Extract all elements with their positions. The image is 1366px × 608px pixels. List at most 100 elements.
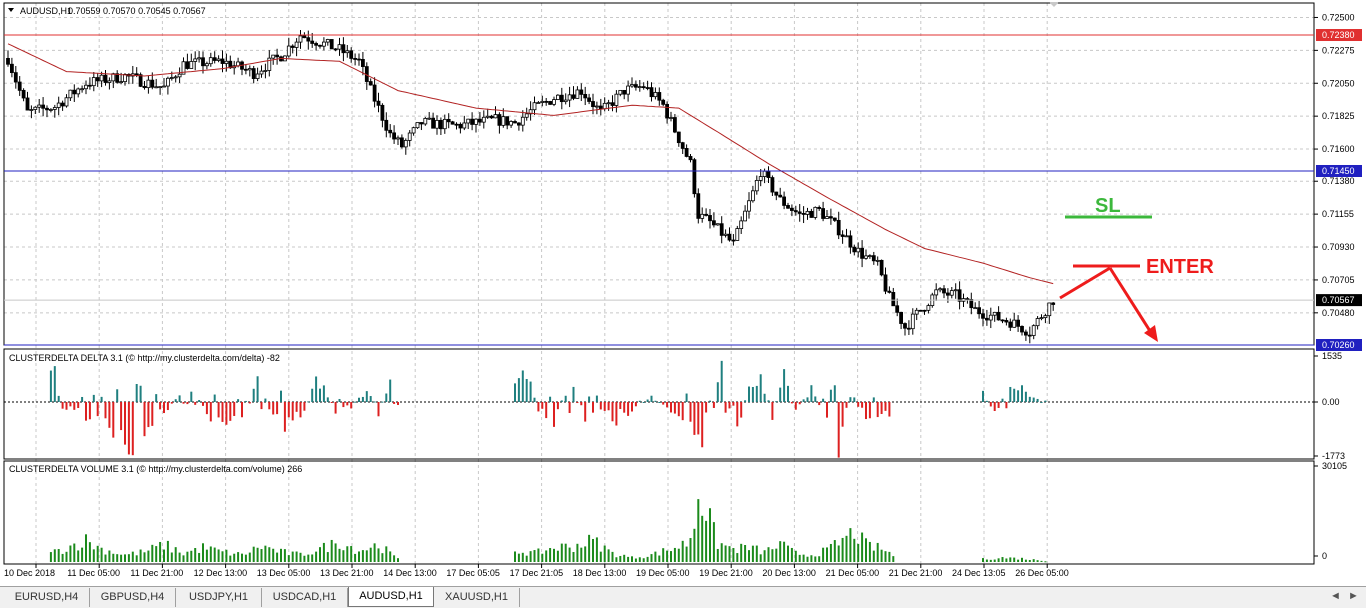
candle-body <box>532 102 537 111</box>
volume-bar <box>100 547 103 562</box>
scroll-tabs-left-icon[interactable]: ◄ <box>1330 590 1341 602</box>
volume-bar <box>642 558 645 562</box>
delta-bar <box>802 399 805 402</box>
delta-bar <box>77 402 80 409</box>
delta-bar <box>888 402 891 417</box>
volume-bar <box>1013 557 1016 562</box>
delta-bar <box>837 402 840 458</box>
candle-body <box>797 211 802 214</box>
volume-bar <box>1024 559 1027 562</box>
delta-bar <box>553 402 555 427</box>
candle-body <box>99 74 104 82</box>
delta-bar <box>572 386 575 402</box>
tab-gbpusd-h4[interactable]: GBPUSD,H4 <box>90 588 176 607</box>
volume-bar <box>599 551 602 562</box>
candle-body <box>891 292 896 307</box>
volume-bar <box>693 528 696 562</box>
dropdown-arrow-icon[interactable] <box>8 8 14 12</box>
delta-bar <box>720 360 723 402</box>
volume-bar <box>584 546 587 562</box>
volume-bar <box>334 543 337 562</box>
delta-bar <box>307 401 310 403</box>
volume-axis: 30105 0 <box>1314 461 1347 561</box>
delta-bar <box>744 400 747 402</box>
delta-bar <box>560 400 563 402</box>
time-tick-label: 13 Dec 21:00 <box>320 568 374 578</box>
delta-tick-label: 0.00 <box>1322 397 1340 407</box>
volume-bar <box>377 548 380 562</box>
time-tick-label: 20 Dec 13:00 <box>762 568 816 578</box>
delta-axis: 1535 0.00 -1773 <box>1314 351 1345 461</box>
candle-body <box>185 61 190 69</box>
delta-bar <box>541 402 544 409</box>
delta-bar <box>549 396 552 402</box>
volume-pane-title: CLUSTERDELTA VOLUME 3.1 (© http://my.clu… <box>9 464 302 474</box>
volume-bar <box>892 556 895 562</box>
chart-shift-marker-icon[interactable] <box>1049 2 1059 7</box>
volume-bar <box>615 557 618 562</box>
candle-body <box>111 73 116 82</box>
candle-body <box>922 309 927 312</box>
candle-body <box>173 76 178 79</box>
delta-bar <box>57 395 60 402</box>
volume-bar <box>88 542 91 562</box>
tab-eurusd-h4[interactable]: EURUSD,H4 <box>4 588 90 607</box>
candle-body <box>485 115 490 118</box>
delta-bar <box>634 402 637 407</box>
delta-bar <box>85 402 87 421</box>
candle-body <box>345 50 350 54</box>
volume-bar <box>299 552 302 562</box>
scroll-tabs-right-icon[interactable]: ► <box>1348 590 1359 602</box>
candle-body <box>883 274 888 292</box>
candle-body <box>247 68 252 71</box>
volume-bar <box>229 555 232 562</box>
time-axis: 10 Dec 2018 11 Dec 05:00 11 Dec 21:00 12 De… <box>4 563 1314 578</box>
candle-body <box>438 119 443 130</box>
volume-bar <box>1032 559 1035 562</box>
tab-usdcad-h1[interactable]: USDCAD,H1 <box>262 588 348 607</box>
candle-body <box>76 88 81 95</box>
candle-body <box>825 216 829 219</box>
volume-bar <box>307 554 310 562</box>
delta-bar <box>198 400 201 402</box>
candle-body <box>942 288 946 294</box>
volume-bar <box>740 543 743 562</box>
time-tick-label: 17 Dec 05:05 <box>446 568 500 578</box>
delta-bar <box>517 378 520 402</box>
candle-body <box>9 63 14 74</box>
chart-background <box>0 0 1366 586</box>
volume-bar <box>607 549 610 562</box>
tab-usdjpy-h1[interactable]: USDJPY,H1 <box>176 588 262 607</box>
candle-body <box>723 233 728 236</box>
tab-audusd-h1[interactable]: AUDUSD,H1 <box>348 587 434 607</box>
candle-body <box>497 114 502 126</box>
candle-body <box>579 89 584 95</box>
symbol-label: AUDUSD,H1 <box>20 6 72 16</box>
candle-body <box>314 43 319 46</box>
delta-bar <box>588 396 591 402</box>
candle-body <box>1000 319 1005 322</box>
volume-bar <box>96 545 99 562</box>
candle-body <box>165 77 170 87</box>
delta-bar <box>131 402 134 456</box>
volume-bar <box>872 550 875 562</box>
price-line-label: 0.71450 <box>1322 166 1355 176</box>
volume-bar <box>92 549 95 562</box>
candle-body <box>1008 321 1013 328</box>
candle-body <box>88 84 92 87</box>
candle-body <box>181 61 186 75</box>
tab-xauusd-h1[interactable]: XAUUSD,H1 <box>434 588 520 607</box>
volume-bar <box>521 552 524 562</box>
candle-body <box>641 86 646 89</box>
delta-bar <box>264 398 267 402</box>
delta-bar <box>584 402 587 422</box>
volume-bar <box>638 557 641 562</box>
volume-tick-label: 0 <box>1322 551 1327 561</box>
volume-bar <box>720 543 723 562</box>
candle-body <box>353 58 358 60</box>
delta-bar <box>104 402 107 419</box>
candle-body <box>774 191 779 196</box>
volume-bar <box>174 547 177 562</box>
delta-bar <box>650 395 653 402</box>
mt4-chart-area[interactable]: 0.72500 0.72275 0.72050 0.71825 0.71600 0.713… <box>0 0 1366 586</box>
